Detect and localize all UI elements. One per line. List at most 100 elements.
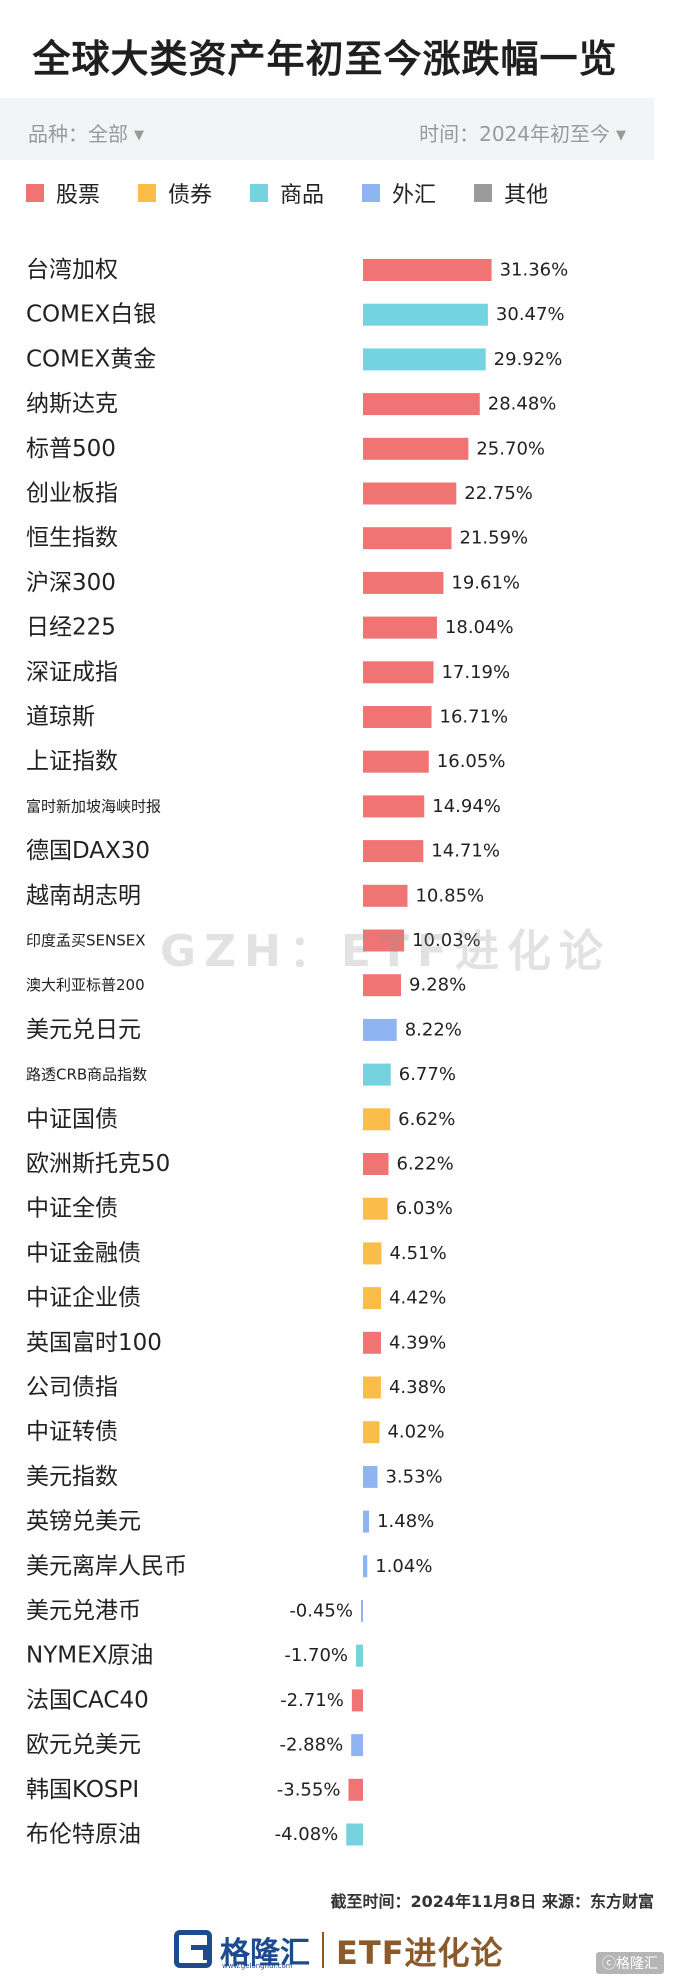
value-label: 1.04%	[375, 1556, 432, 1577]
category-label: 法国CAC40	[26, 1687, 149, 1713]
category-label: 道琼斯	[26, 704, 95, 730]
legend-item-forex[interactable]: 外汇	[362, 177, 436, 209]
category-label: 美元离岸人民币	[26, 1553, 187, 1579]
bar[interactable]	[351, 1689, 363, 1712]
category-label: NYMEX原油	[26, 1643, 153, 1669]
bar[interactable]	[363, 661, 434, 684]
value-label: 21.59%	[460, 528, 529, 549]
corner-watermark: ⓒ格隆汇	[596, 1952, 664, 1974]
value-label: 1.48%	[377, 1511, 434, 1532]
value-label: 19.61%	[451, 572, 520, 593]
legend-item-stocks[interactable]: 股票	[26, 177, 100, 209]
category-label: 澳大利亚标普200	[26, 976, 145, 994]
legend-swatch	[26, 184, 44, 202]
bar[interactable]	[361, 1600, 363, 1622]
bar[interactable]	[351, 1734, 363, 1757]
bar[interactable]	[363, 303, 488, 326]
bar[interactable]	[363, 795, 425, 818]
value-label: 4.02%	[387, 1422, 444, 1443]
bar[interactable]	[363, 393, 480, 416]
legend-item-bonds[interactable]: 债券	[138, 177, 212, 209]
bar[interactable]	[363, 1287, 382, 1310]
value-label: 4.38%	[389, 1377, 446, 1398]
gelonghui-logo-icon	[174, 1930, 212, 1968]
value-label: -2.88%	[280, 1735, 344, 1756]
category-label: 布伦特原油	[26, 1822, 141, 1848]
bar[interactable]	[363, 1063, 391, 1086]
chart-legend: 股票 债券 商品 外汇 其他	[26, 178, 586, 208]
bar[interactable]	[363, 1421, 380, 1444]
category-label: COMEX黄金	[26, 346, 156, 372]
value-label: 6.77%	[399, 1064, 456, 1085]
bar[interactable]	[363, 1153, 389, 1175]
value-label: 16.71%	[440, 707, 509, 728]
bar[interactable]	[363, 706, 432, 728]
legend-swatch	[474, 184, 493, 202]
value-label: 31.36%	[500, 260, 569, 281]
bar[interactable]	[363, 750, 429, 773]
category-label: 纳斯达克	[26, 391, 118, 417]
source-note: 截至时间：2024年11月8日 来源：东方财富	[330, 1892, 654, 1911]
category-label: 英镑兑美元	[26, 1509, 141, 1535]
legend-item-other[interactable]: 其他	[474, 177, 548, 209]
category-label: 上证指数	[26, 749, 118, 775]
bar[interactable]	[363, 1465, 378, 1488]
legend-label: 股票	[56, 183, 101, 208]
time-filter[interactable]: 时间：2024年初至今 ▼	[419, 118, 626, 147]
category-label: 欧洲斯托克50	[26, 1151, 170, 1177]
bar[interactable]	[363, 1555, 368, 1578]
category-label: 创业板指	[26, 481, 118, 507]
value-label: 4.39%	[389, 1332, 446, 1353]
category-label: 越南胡志明	[26, 883, 141, 909]
bar[interactable]	[363, 840, 424, 863]
bar[interactable]	[363, 527, 452, 550]
value-label: -1.70%	[284, 1645, 348, 1666]
category-filter[interactable]: 品种：全部 ▼	[28, 118, 144, 147]
category-label: 富时新加坡海峡时报	[26, 797, 161, 815]
category-label: 德国DAX30	[26, 838, 150, 864]
category-label: 中证企业债	[26, 1285, 141, 1311]
page-title: 全球大类资产年初至今涨跌幅一览	[32, 37, 618, 81]
value-label: 18.04%	[445, 617, 514, 638]
value-label: 8.22%	[405, 1019, 462, 1040]
value-label: 25.70%	[476, 438, 545, 459]
bar[interactable]	[363, 482, 457, 505]
bar[interactable]	[363, 974, 402, 997]
category-label: 日经225	[26, 615, 116, 641]
bar[interactable]	[363, 1242, 382, 1265]
bar[interactable]	[363, 884, 408, 907]
bar[interactable]	[363, 259, 492, 281]
category-label: 美元指数	[26, 1464, 118, 1490]
category-label: 路透CRB商品指数	[26, 1066, 147, 1084]
bar[interactable]	[363, 1376, 381, 1399]
value-label: 22.75%	[464, 483, 533, 504]
brand-footer: 格隆汇 www.gelonghui.com ETF进化论	[0, 1924, 674, 1974]
category-label: COMEX白银	[26, 302, 156, 328]
bar[interactable]	[363, 1108, 391, 1131]
bar[interactable]	[363, 348, 486, 371]
value-label: 4.51%	[389, 1243, 446, 1264]
watermark-text: GZH：ETF进化论	[160, 926, 611, 977]
brand-etf: ETF进化论	[336, 1934, 504, 1972]
brand-name: 格隆汇	[220, 1936, 310, 1971]
legend-item-commodities[interactable]: 商品	[250, 177, 324, 209]
bar[interactable]	[356, 1644, 363, 1667]
bar[interactable]	[363, 1197, 388, 1220]
bar[interactable]	[363, 1510, 370, 1533]
value-label: 30.47%	[496, 304, 565, 325]
category-label: 印度孟买SENSEX	[26, 932, 146, 950]
bar[interactable]	[348, 1778, 363, 1801]
bar[interactable]	[363, 437, 469, 460]
bar[interactable]	[363, 616, 437, 639]
bar[interactable]	[346, 1823, 363, 1846]
value-label: -0.45%	[289, 1601, 353, 1622]
bar[interactable]	[363, 1331, 381, 1354]
legend-swatch	[138, 184, 157, 202]
legend-label: 债券	[168, 183, 213, 208]
bar[interactable]	[363, 929, 405, 952]
bar[interactable]	[363, 1018, 397, 1041]
bar[interactable]	[363, 571, 444, 594]
category-filter-label: 品种：全部	[28, 122, 128, 146]
legend-swatch	[250, 184, 269, 202]
value-label: 29.92%	[494, 349, 563, 370]
